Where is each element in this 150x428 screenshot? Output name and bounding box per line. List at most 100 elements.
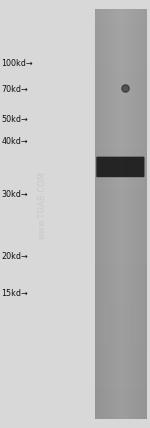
- Bar: [95, 255, 147, 263]
- Bar: [131, 9, 132, 419]
- Text: www.TGAB.COM: www.TGAB.COM: [38, 172, 46, 239]
- Bar: [124, 9, 125, 419]
- Text: 20kd→: 20kd→: [2, 252, 28, 262]
- Bar: [116, 9, 117, 419]
- Bar: [95, 280, 147, 288]
- Bar: [95, 116, 147, 124]
- Bar: [95, 99, 147, 107]
- FancyBboxPatch shape: [96, 157, 144, 177]
- Bar: [95, 337, 147, 345]
- Text: 70kd→: 70kd→: [2, 85, 28, 95]
- Bar: [103, 9, 104, 419]
- Bar: [146, 9, 147, 419]
- Bar: [114, 9, 115, 419]
- Bar: [95, 165, 147, 173]
- Bar: [95, 263, 147, 271]
- Bar: [95, 42, 147, 50]
- Bar: [100, 9, 101, 419]
- Bar: [144, 9, 145, 419]
- Bar: [95, 33, 147, 42]
- Bar: [104, 9, 105, 419]
- Bar: [95, 91, 147, 99]
- Bar: [95, 58, 147, 66]
- Bar: [137, 9, 138, 419]
- Bar: [95, 107, 147, 116]
- Bar: [95, 9, 147, 17]
- Bar: [95, 395, 147, 403]
- Bar: [95, 173, 147, 181]
- Text: 50kd→: 50kd→: [2, 115, 28, 125]
- Bar: [97, 9, 98, 419]
- Bar: [95, 321, 147, 329]
- Bar: [95, 271, 147, 280]
- Bar: [139, 9, 140, 419]
- Bar: [95, 66, 147, 74]
- Bar: [95, 239, 147, 247]
- Bar: [95, 74, 147, 83]
- Bar: [119, 9, 120, 419]
- Bar: [111, 9, 112, 419]
- Bar: [133, 9, 134, 419]
- Bar: [145, 9, 146, 419]
- Bar: [95, 83, 147, 91]
- Bar: [95, 288, 147, 296]
- Bar: [136, 9, 137, 419]
- Bar: [95, 198, 147, 206]
- Point: [123, 84, 126, 91]
- Bar: [128, 9, 129, 419]
- Bar: [138, 9, 139, 419]
- Bar: [123, 9, 124, 419]
- Bar: [95, 329, 147, 337]
- Bar: [95, 304, 147, 312]
- Bar: [95, 354, 147, 362]
- Text: 15kd→: 15kd→: [2, 288, 28, 298]
- Bar: [131, 9, 132, 419]
- Bar: [135, 9, 136, 419]
- Bar: [95, 148, 147, 157]
- Text: 100kd→: 100kd→: [2, 59, 33, 68]
- Bar: [140, 9, 141, 419]
- Bar: [130, 9, 131, 419]
- Bar: [95, 206, 147, 214]
- Text: 30kd→: 30kd→: [2, 190, 28, 199]
- Bar: [95, 124, 147, 132]
- Bar: [95, 247, 147, 255]
- Bar: [95, 370, 147, 378]
- Bar: [99, 9, 100, 419]
- Bar: [98, 9, 99, 419]
- Bar: [95, 222, 147, 230]
- Bar: [95, 9, 96, 419]
- Bar: [115, 9, 116, 419]
- Bar: [126, 9, 127, 419]
- Bar: [125, 9, 126, 419]
- Bar: [101, 9, 102, 419]
- Bar: [121, 9, 122, 419]
- Bar: [95, 140, 147, 148]
- Bar: [108, 9, 109, 419]
- Bar: [95, 312, 147, 321]
- Bar: [118, 9, 119, 419]
- Bar: [95, 132, 147, 140]
- Bar: [95, 386, 147, 395]
- Bar: [95, 157, 147, 165]
- Bar: [134, 9, 135, 419]
- Bar: [113, 9, 114, 419]
- Bar: [106, 9, 107, 419]
- Bar: [95, 362, 147, 370]
- Bar: [95, 17, 147, 25]
- Bar: [143, 9, 144, 419]
- Bar: [100, 9, 101, 419]
- Bar: [102, 9, 103, 419]
- Bar: [95, 403, 147, 411]
- Bar: [142, 9, 143, 419]
- Bar: [109, 9, 110, 419]
- Bar: [95, 50, 147, 58]
- Bar: [110, 9, 111, 419]
- Bar: [95, 296, 147, 304]
- Bar: [107, 9, 108, 419]
- Bar: [95, 378, 147, 386]
- Bar: [132, 9, 133, 419]
- Bar: [127, 9, 128, 419]
- Text: 40kd→: 40kd→: [2, 137, 28, 146]
- Bar: [117, 9, 118, 419]
